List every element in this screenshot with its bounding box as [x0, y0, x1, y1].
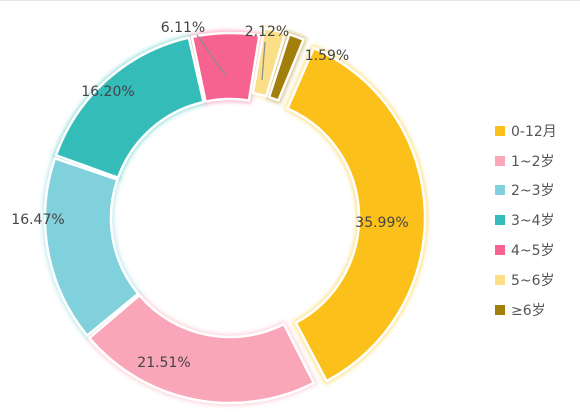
legend-swatch — [495, 155, 505, 166]
legend-item-5[interactable]: 4~5岁 — [495, 235, 557, 265]
data-label-3: 16.47% — [11, 212, 64, 228]
legend-item-6[interactable]: 5~6岁 — [495, 265, 557, 295]
legend-item-1[interactable]: 0-12月 — [495, 116, 557, 146]
legend-item-3[interactable]: 2~3岁 — [495, 176, 557, 206]
pie-slice-6[interactable] — [251, 26, 287, 98]
top-border — [0, 0, 580, 1]
legend-swatch — [495, 304, 505, 315]
legend-label: 1~2岁 — [511, 153, 555, 170]
data-label-2: 21.51% — [137, 355, 190, 371]
data-label-4: 16.20% — [81, 84, 134, 100]
legend-label: 3~4岁 — [511, 213, 555, 230]
pie-slice-5[interactable] — [190, 31, 261, 103]
data-label-5: 6.11% — [161, 20, 205, 36]
pie-slice-4[interactable] — [54, 36, 205, 179]
pie-slice-7[interactable] — [267, 33, 305, 102]
leader-line-5 — [196, 34, 227, 77]
legend-swatch — [495, 245, 505, 256]
leader-line-6 — [261, 41, 266, 81]
legend-item-7[interactable]: ≥6岁 — [495, 295, 557, 325]
pie-slice-3[interactable] — [43, 157, 140, 337]
data-label-1: 35.99% — [355, 215, 408, 231]
legend-swatch — [495, 125, 505, 136]
legend: 0-12月 1~2岁 2~3岁 3~4岁 4~5岁 5~6岁 ≥6岁 — [495, 116, 557, 325]
legend-label: 4~5岁 — [511, 243, 555, 260]
legend-label: 5~6岁 — [511, 272, 555, 289]
pie-slice-2[interactable] — [88, 294, 316, 405]
legend-swatch — [495, 274, 505, 285]
legend-item-2[interactable]: 1~2岁 — [495, 146, 557, 176]
legend-item-4[interactable]: 3~4岁 — [495, 205, 557, 235]
legend-label: ≥6岁 — [511, 302, 546, 319]
legend-label: 2~3岁 — [511, 183, 555, 200]
legend-swatch — [495, 185, 505, 196]
data-label-6: 2.12% — [245, 24, 289, 40]
legend-swatch — [495, 215, 505, 226]
data-label-7: 1.59% — [305, 48, 349, 64]
pie-slice-1[interactable] — [286, 46, 427, 383]
legend-label: 0-12月 — [511, 123, 557, 140]
